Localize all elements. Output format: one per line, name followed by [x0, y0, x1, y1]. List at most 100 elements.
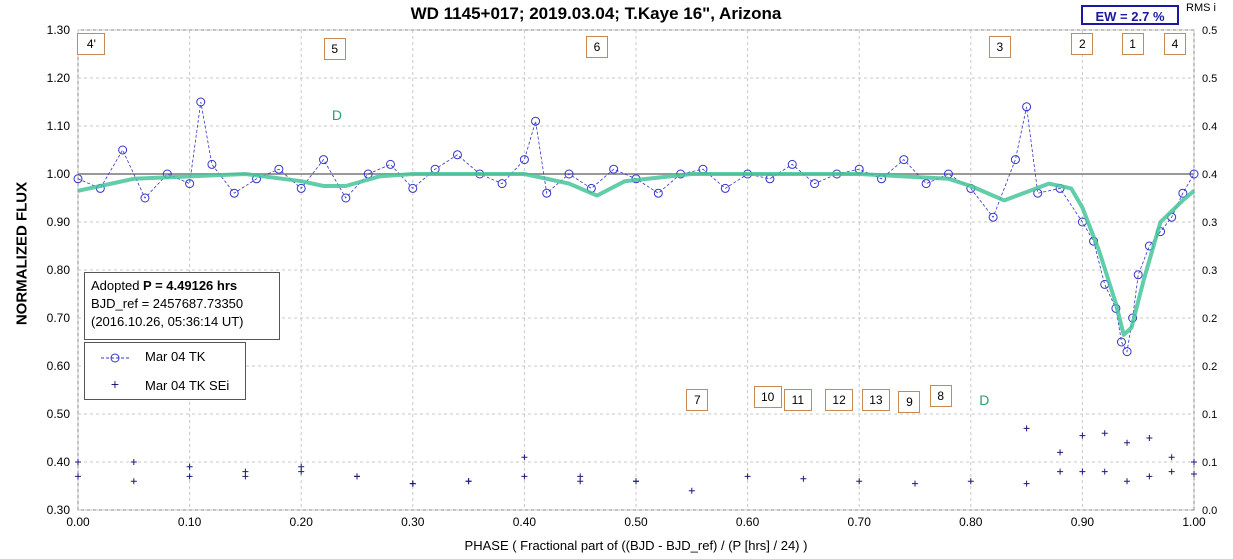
legend-symbols: +: [101, 353, 129, 392]
y2-tick-label: 0.4: [1202, 121, 1217, 133]
y2-tick-label: 0.0: [1202, 505, 1217, 517]
y-tick-label: 1.30: [47, 23, 71, 37]
data-point-sei: [298, 463, 305, 470]
segment-tag: 2: [1071, 33, 1094, 56]
data-point-sei: [1124, 439, 1131, 446]
data-point-sei: [521, 473, 528, 480]
data-point-tk: [73, 174, 83, 184]
period-info-box: Adopted P = 4.49126 hrs BJD_ref = 245768…: [84, 272, 280, 340]
data-point-tk: [1010, 155, 1020, 165]
x-tick-label: 0.70: [848, 515, 872, 529]
y-tick-label: 0.40: [47, 455, 71, 469]
data-point-sei: [633, 478, 639, 485]
data-point-tk: [452, 150, 462, 160]
data-point-tk: [296, 183, 306, 193]
y2-tick-label: 0.3: [1202, 265, 1217, 277]
segment-tag: 3: [988, 35, 1011, 58]
segment-tag: 10: [753, 386, 782, 409]
segment-tag: 5: [323, 38, 346, 61]
data-point-sei: [75, 473, 81, 480]
data-point-tk: [720, 183, 730, 193]
y2-axis-label: RMS i: [1186, 2, 1216, 14]
data-point-tk: [1116, 337, 1126, 347]
segment-tag: 6: [585, 35, 608, 58]
period-value: P = 4.49126 hrs: [143, 278, 238, 293]
data-point-sei: [800, 475, 807, 482]
segment-tag: 4: [1164, 33, 1187, 56]
data-point-sei: [130, 459, 137, 465]
data-point-sei: [521, 454, 528, 461]
data-point-tk: [408, 183, 418, 193]
y-tick-label: 0.70: [47, 311, 71, 325]
segment-tag: 7: [686, 388, 709, 411]
y2-tick-label: 0.1: [1202, 409, 1217, 421]
data-point-sei: [1124, 478, 1131, 485]
data-point-tk: [531, 116, 541, 126]
bjd-ref: BJD_ref = 2457687.73350: [91, 296, 244, 311]
data-point-tk: [542, 188, 552, 198]
chart-title: WD 1145+017; 2019.03.04; T.Kaye 16", Ari…: [410, 4, 782, 23]
data-point-sei: [1023, 425, 1030, 432]
y-tick-label: 1.20: [47, 71, 71, 85]
data-point-tk: [1189, 169, 1199, 179]
data-point-tk: [385, 159, 395, 169]
y-tick-label: 0.30: [47, 503, 71, 517]
y-tick-label: 0.60: [47, 359, 71, 373]
segment-tag: 9: [898, 391, 921, 413]
x-tick-label: 0.20: [290, 515, 314, 529]
data-point-tk: [519, 155, 529, 165]
data-point-sei: [1057, 449, 1064, 456]
x-tick-label: 0.60: [736, 515, 760, 529]
bjd-date: (2016.10.26, 05:36:14 UT): [91, 314, 244, 329]
x-tick-label: 0.10: [178, 515, 202, 529]
x-tick-label: 0.40: [513, 515, 537, 529]
data-point-tk: [319, 155, 329, 165]
y2-tick-label: 0.4: [1202, 169, 1217, 181]
data-point-sei: [1079, 432, 1086, 439]
data-point-tk: [653, 188, 663, 198]
legend: + Mar 04 TK Mar 04 TK SEi: [84, 342, 246, 400]
data-point-sei: [1101, 468, 1108, 475]
data-point-sei: [409, 480, 416, 487]
series-tk-line: [77, 101, 1195, 353]
data-point-tk: [1122, 347, 1132, 357]
data-point-sei: [1191, 471, 1197, 477]
data-point-tk: [988, 212, 998, 222]
x-tick-label: 0.30: [401, 515, 425, 529]
y2-tick-label: 0.3: [1202, 217, 1217, 229]
model-fit-line: [77, 172, 1196, 337]
y-tick-label: 1.10: [47, 119, 71, 133]
data-point-sei: [242, 468, 249, 475]
data-point-tk: [274, 164, 284, 174]
data-point-tk: [497, 179, 507, 189]
data-point-tk: [810, 179, 820, 189]
data-point-sei: [186, 463, 193, 470]
x-axis-label: PHASE ( Fractional part of ((BJD - BJD_r…: [464, 538, 808, 553]
data-point-sei: [354, 473, 360, 480]
segment-tag: 4': [77, 33, 106, 56]
segment-tag: 12: [825, 388, 854, 411]
dip-label: D: [979, 392, 990, 409]
data-point-tk: [118, 145, 128, 155]
data-point-tk: [564, 169, 574, 179]
segment-tag: 13: [861, 388, 890, 411]
x-tick-label: 1.00: [1182, 515, 1206, 529]
data-point-sei: [75, 459, 81, 465]
data-point-sei: [1191, 459, 1197, 465]
data-point-sei: [1146, 473, 1153, 480]
data-point-sei: [1079, 468, 1086, 475]
data-point-tk: [140, 193, 150, 203]
segment-tag: 1: [1121, 33, 1144, 56]
data-point-sei: [912, 480, 918, 487]
y2-tick-label: 0.5: [1202, 73, 1217, 85]
y-tick-label: 0.80: [47, 263, 71, 277]
svg-text:+: +: [111, 376, 119, 392]
y2-tick-label: 0.5: [1202, 25, 1217, 37]
dip-label: D: [331, 107, 343, 124]
data-point-sei: [688, 487, 695, 494]
data-point-tk: [185, 179, 195, 189]
segment-tag: 8: [929, 385, 952, 408]
x-tick-label: 0.80: [959, 515, 983, 529]
data-point-sei: [577, 473, 584, 480]
